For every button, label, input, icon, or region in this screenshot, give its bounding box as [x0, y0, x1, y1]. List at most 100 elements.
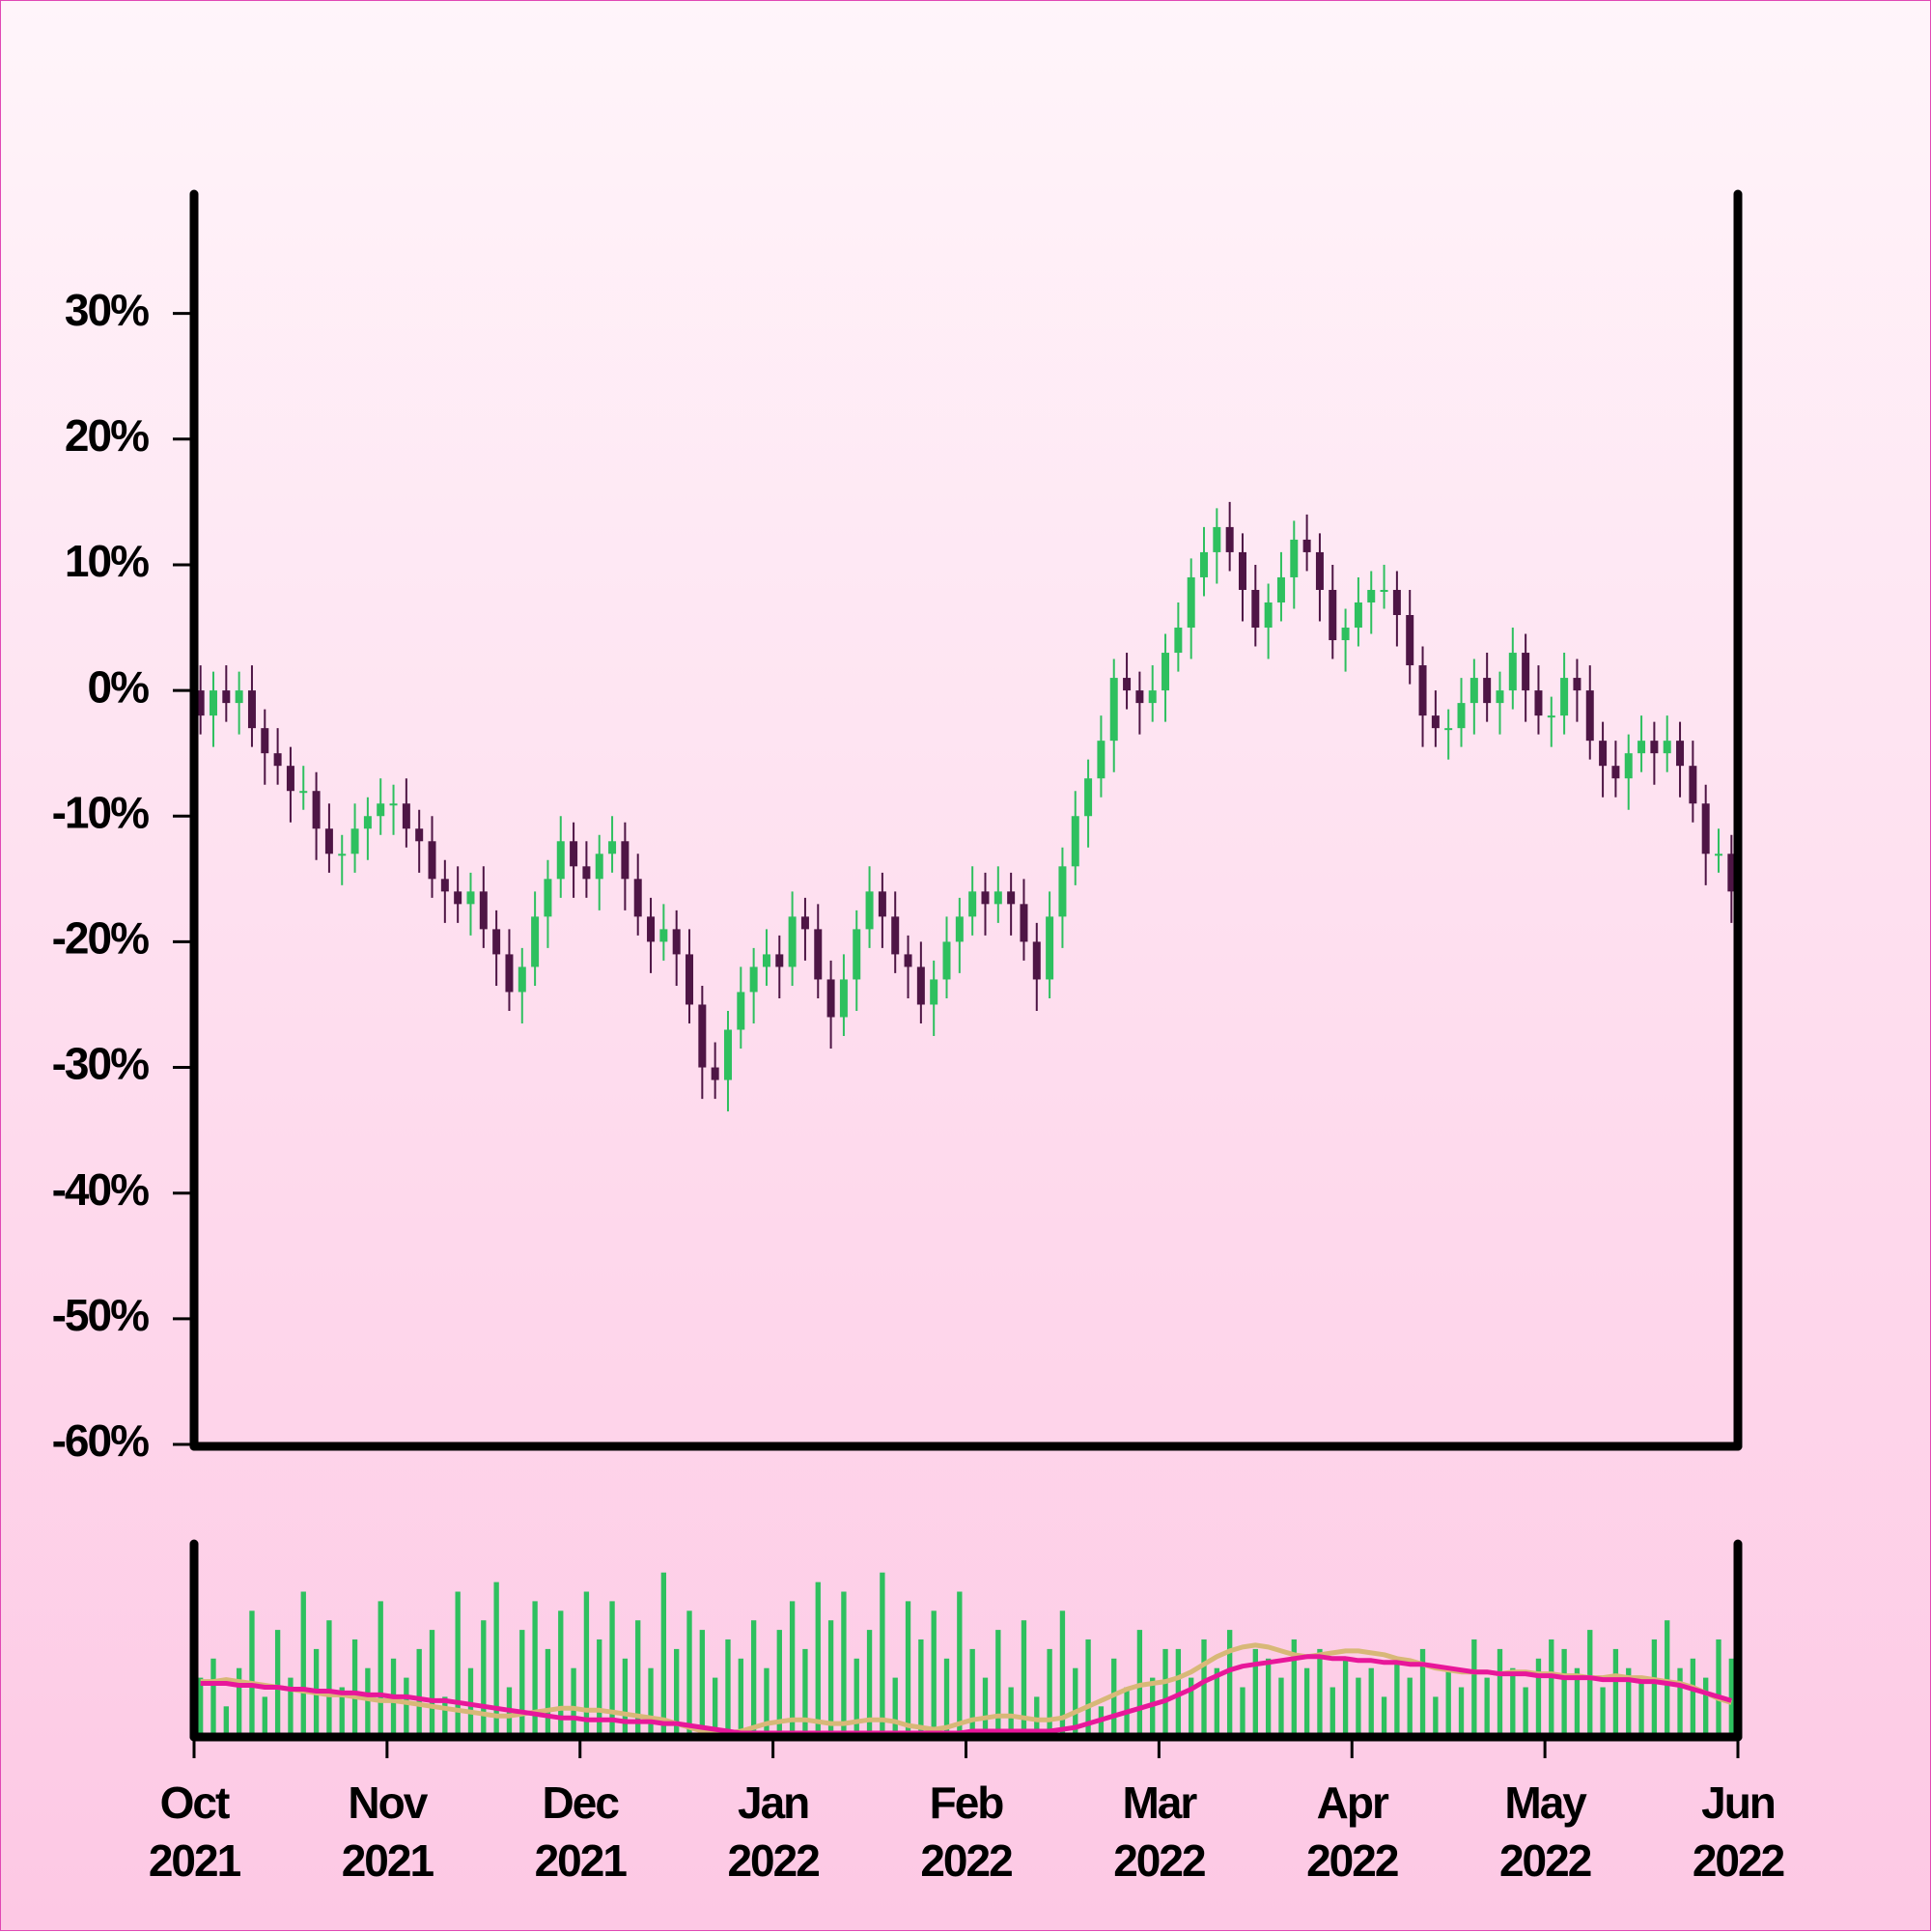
candle-body	[1084, 778, 1093, 817]
volume-bar	[249, 1610, 255, 1735]
candle-body	[531, 916, 540, 967]
y-tick-label: -30%	[52, 1039, 149, 1089]
volume-bar	[764, 1667, 770, 1735]
candle-body	[800, 916, 809, 930]
candle-body	[1508, 653, 1517, 691]
candle-body	[865, 891, 874, 930]
candle-body	[1161, 653, 1170, 691]
candle-body	[402, 803, 410, 829]
candle-body	[299, 791, 308, 794]
candle-body	[1689, 766, 1697, 804]
candle-body	[1585, 690, 1594, 742]
volume-bar	[686, 1610, 692, 1735]
candle-body	[505, 954, 514, 993]
candle-body	[454, 891, 462, 905]
volume-bar	[1034, 1696, 1040, 1735]
volume-bar	[660, 1572, 667, 1735]
volume-bar	[326, 1620, 332, 1735]
volume-bar	[635, 1620, 641, 1735]
volume-bar	[1252, 1648, 1258, 1735]
candle-body	[1148, 690, 1157, 704]
volume-bar	[1021, 1620, 1027, 1735]
candle-body	[209, 690, 217, 716]
candle-body	[1560, 678, 1569, 716]
volume-bar	[545, 1648, 551, 1735]
volume-bar	[1329, 1687, 1335, 1735]
volume-bar	[1677, 1667, 1683, 1735]
volume-bar	[378, 1601, 383, 1735]
volume-bar	[481, 1620, 487, 1735]
volume-bar	[738, 1658, 743, 1735]
volume-bar	[674, 1648, 680, 1735]
volume-bar	[1008, 1687, 1014, 1735]
volume-bar	[1471, 1639, 1477, 1735]
candle-body	[440, 879, 449, 892]
candle-body	[1032, 941, 1041, 980]
candle-body	[1637, 741, 1646, 754]
candle-body	[1727, 854, 1736, 892]
candle-body	[1701, 803, 1710, 854]
candle-body	[1007, 891, 1016, 905]
volume-bar	[223, 1706, 229, 1735]
y-tick-label: -50%	[52, 1290, 149, 1340]
candle-body	[377, 803, 385, 817]
volume-bar	[1356, 1677, 1361, 1735]
x-tick-label: Apr 2022	[1306, 1778, 1399, 1886]
volume-bar	[1342, 1658, 1349, 1735]
candle-body	[582, 866, 591, 880]
candle-body	[839, 979, 848, 1018]
volume-bar	[1059, 1610, 1066, 1735]
volume-bar	[1716, 1639, 1721, 1735]
volume-bar	[1278, 1677, 1284, 1735]
candle-body	[711, 1067, 719, 1080]
volume-bar	[776, 1630, 782, 1735]
candle-body	[1213, 526, 1221, 552]
candle-body	[1676, 741, 1685, 767]
candle-body	[235, 690, 243, 704]
x-tick-label: Dec 2021	[534, 1778, 628, 1886]
volume-bar	[622, 1658, 629, 1735]
volume-bar	[1175, 1648, 1182, 1735]
volume-bar	[1189, 1677, 1194, 1735]
volume-bar	[892, 1677, 898, 1735]
volume-bar	[1612, 1648, 1619, 1735]
volume-bar	[982, 1677, 989, 1735]
volume-bar	[880, 1572, 885, 1735]
candle-body	[1302, 539, 1311, 552]
volume-bar	[1445, 1667, 1451, 1735]
candle-body	[737, 992, 745, 1030]
volume-bar	[467, 1667, 474, 1735]
candle-body	[1276, 576, 1285, 602]
candle-body	[1187, 576, 1195, 629]
volume-bar	[1317, 1648, 1323, 1735]
volume-bar	[455, 1591, 461, 1735]
candle-body	[324, 828, 333, 854]
volume-bar	[1690, 1658, 1696, 1735]
volume-bar	[1226, 1630, 1233, 1735]
candle-body	[1496, 690, 1504, 704]
y-tick-label: 30%	[65, 285, 149, 335]
candle-body	[1522, 653, 1530, 691]
volume-bar	[571, 1667, 576, 1735]
candle-body	[749, 966, 758, 993]
volume-bar	[1214, 1667, 1220, 1735]
volume-bar	[1407, 1677, 1413, 1735]
volume-bar	[802, 1648, 808, 1735]
candle-body	[1431, 715, 1440, 729]
volume-bar	[1085, 1639, 1091, 1735]
volume-bar	[1574, 1667, 1581, 1735]
volume-bar	[597, 1639, 602, 1735]
candle-body	[981, 891, 990, 905]
candle-body	[633, 879, 642, 917]
volume-bar	[532, 1601, 538, 1735]
candle-body	[1418, 665, 1427, 716]
candle-body	[518, 966, 526, 993]
volume-bar	[1510, 1667, 1516, 1735]
volume-bar	[1162, 1648, 1168, 1735]
candle-body	[814, 929, 823, 980]
volume-bar	[210, 1658, 216, 1735]
volume-bar	[905, 1601, 911, 1735]
volume-bar	[841, 1591, 847, 1735]
